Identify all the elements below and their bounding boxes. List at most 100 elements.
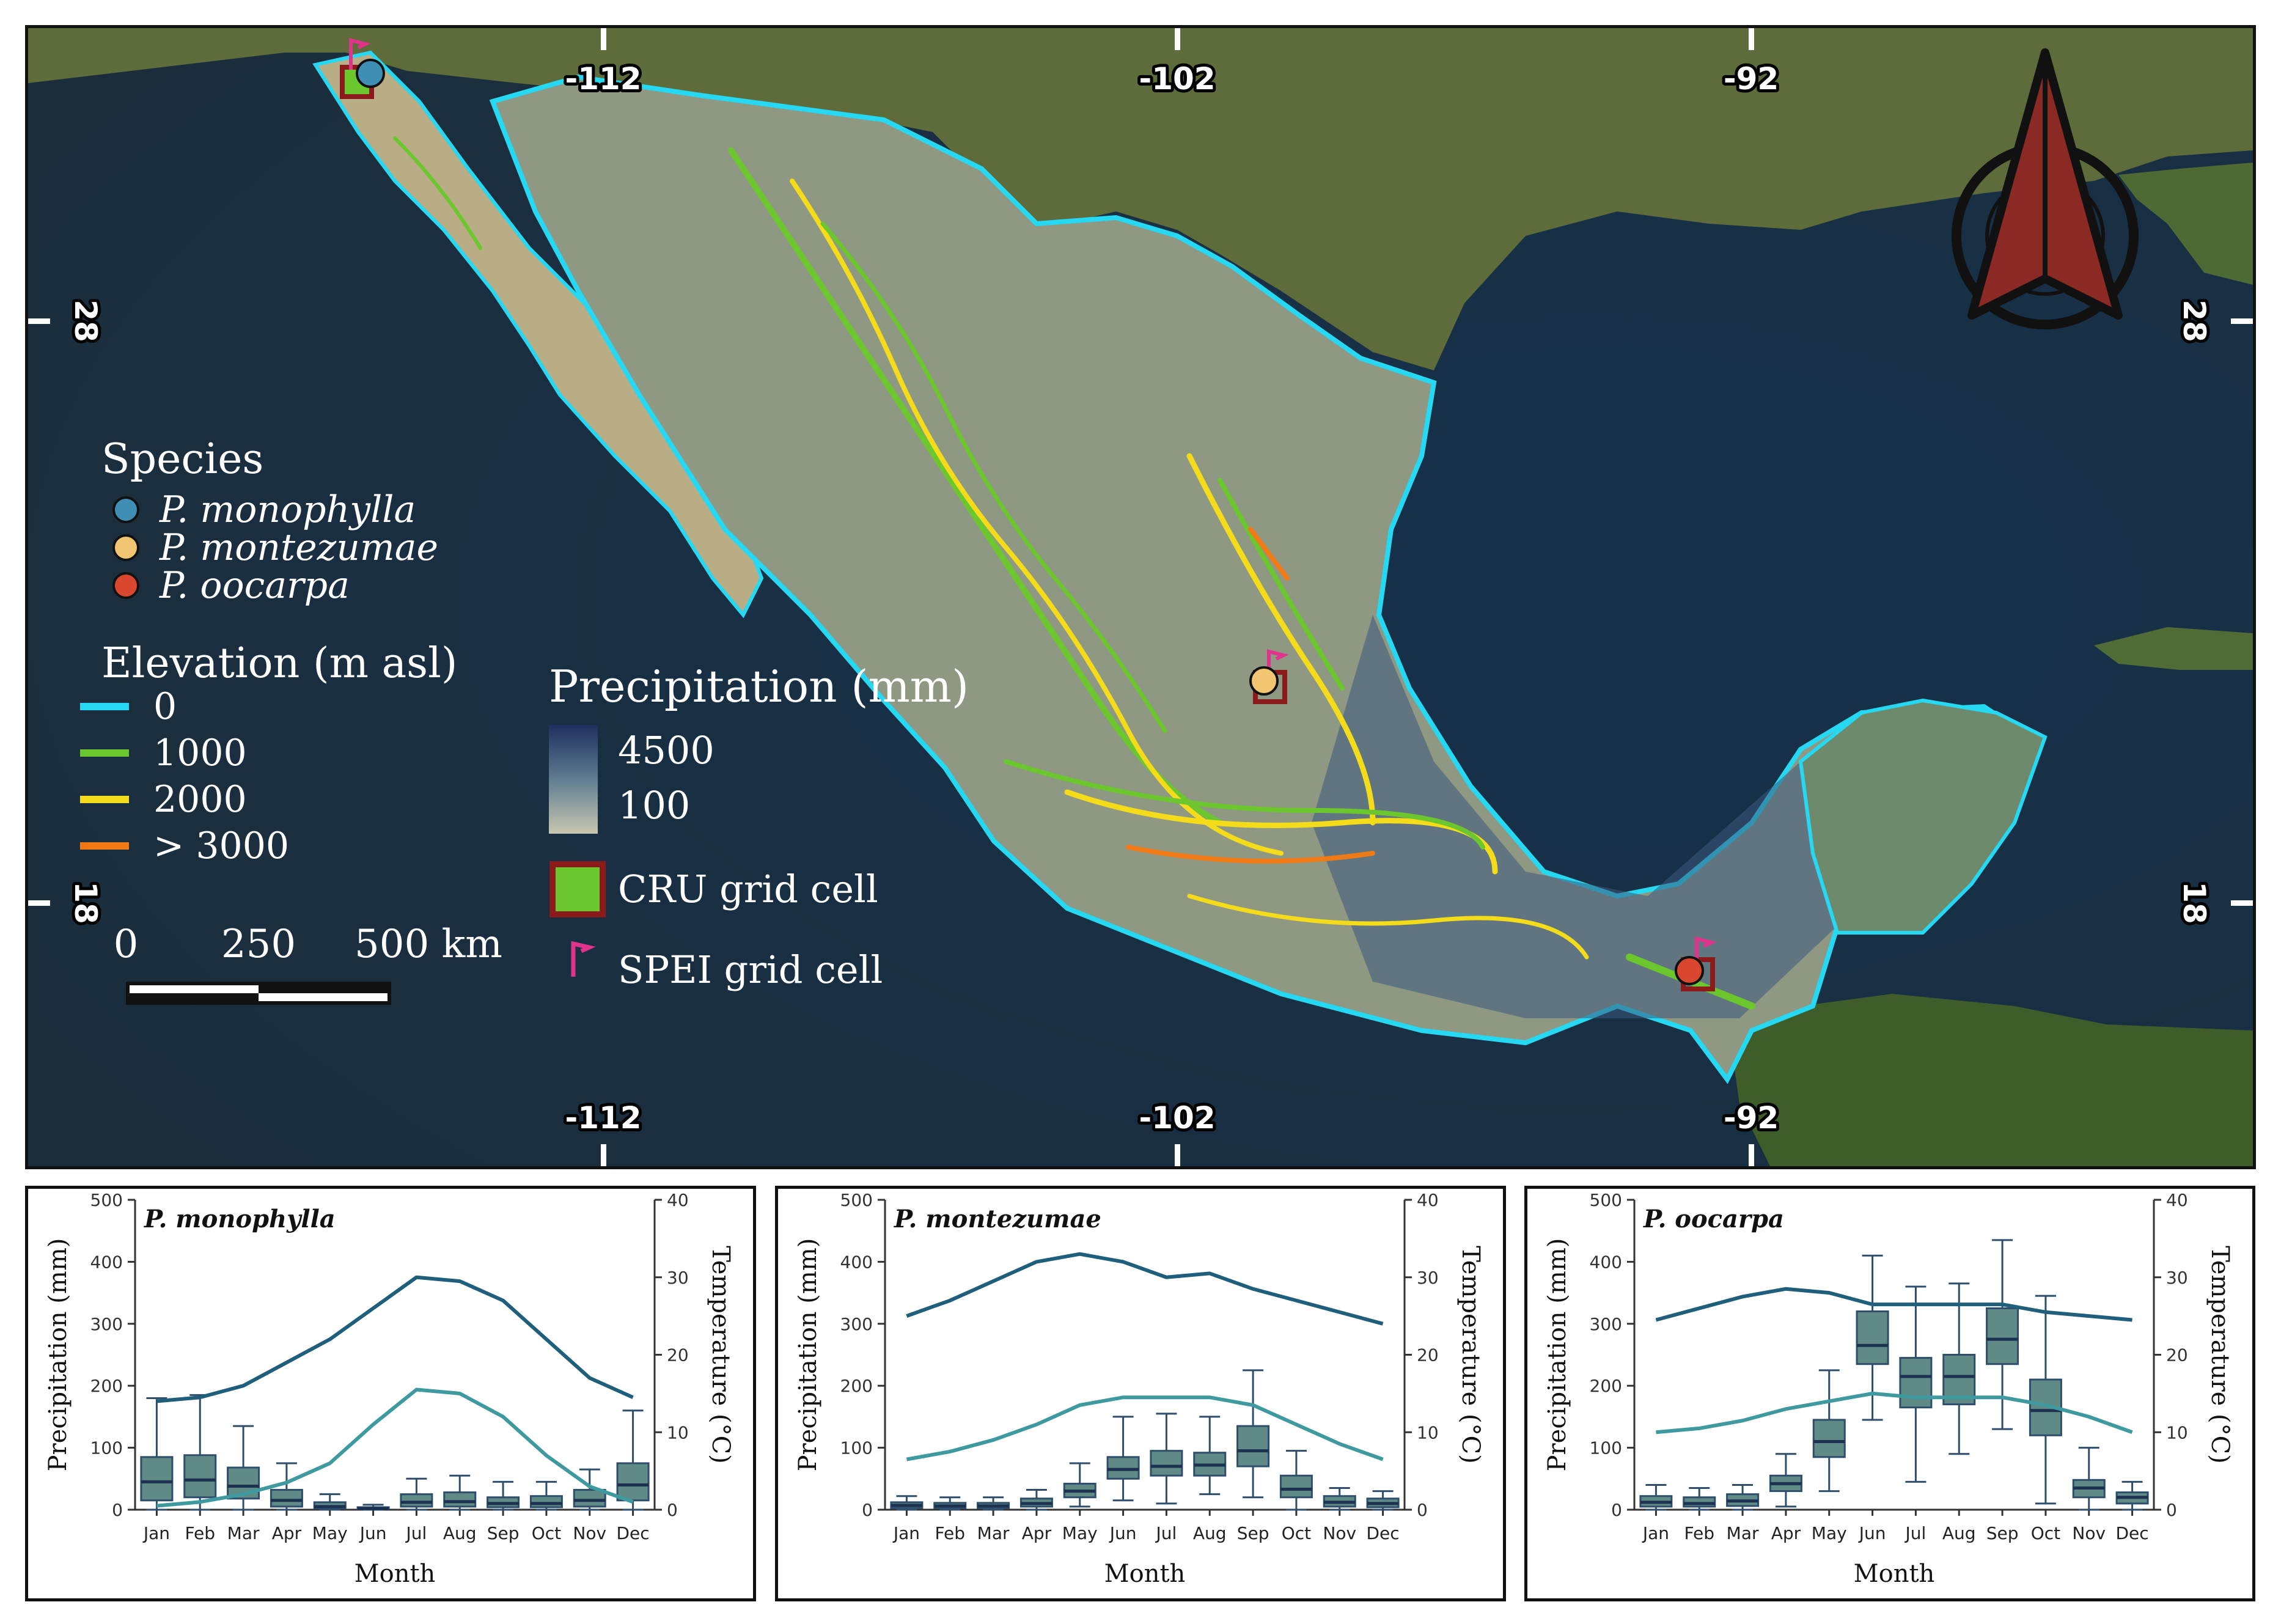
y-tick-label: 200 — [840, 1376, 873, 1396]
scale-label-0: 0 — [114, 922, 139, 967]
chart-panel-oocarpa: 0 100 200 300 400 500 0 10 20 30 40 Jan Feb Mar Apr May… — [1524, 1186, 2255, 1601]
x-tick-label-jun: Jun — [359, 1523, 387, 1543]
species-legend-title: Species — [101, 435, 263, 483]
y-tick-label: 100 — [90, 1438, 123, 1458]
cru-swatch — [549, 861, 606, 917]
y2-axis-label: Temperature (°C) — [2206, 1246, 2234, 1464]
coord-right-1: 28 — [2176, 299, 2212, 342]
x-tick-label-jan: Jan — [892, 1523, 920, 1543]
y-tick-label: 400 — [1590, 1252, 1622, 1272]
coord-right-2: 18 — [2176, 881, 2212, 924]
x-tick-label-aug: Aug — [1942, 1523, 1976, 1543]
y-tick-label: 0 — [862, 1500, 873, 1520]
box-oct — [529, 1495, 563, 1508]
north-arrow-icon — [1952, 48, 2139, 329]
x-tick-label-mar: Mar — [1727, 1523, 1759, 1543]
x-tick-label-nov: Nov — [573, 1523, 606, 1543]
x-tick-label-jan: Jan — [1642, 1523, 1669, 1543]
y-tick-label: 300 — [1590, 1314, 1622, 1334]
box-jul — [400, 1493, 433, 1508]
x-tick-label-sep: Sep — [487, 1523, 520, 1543]
y-axis-label: Precipitation (mm) — [794, 1238, 822, 1472]
coord-bottom-3: -92 — [1724, 1100, 1779, 1136]
y2-tick-label: 10 — [1417, 1422, 1439, 1442]
y-tick-label: 100 — [840, 1438, 873, 1458]
central-america-land — [1727, 994, 2253, 1166]
box-jun — [1856, 1310, 1889, 1365]
x-tick-label-apr: Apr — [272, 1523, 302, 1543]
y-tick-label: 400 — [840, 1252, 873, 1272]
y2-tick-label: 30 — [667, 1268, 689, 1288]
elevation-legend-title: Elevation (m asl) — [101, 639, 457, 688]
x-tick-label-mar: Mar — [227, 1523, 260, 1543]
y2-tick-label: 10 — [2166, 1422, 2188, 1442]
species-dot-montezumae — [112, 534, 139, 561]
cru-label: CRU grid cell — [618, 867, 878, 911]
y-axis-label: Precipitation (mm) — [1543, 1238, 1571, 1472]
site-montezumae — [1249, 649, 1289, 704]
box-nov — [573, 1489, 606, 1508]
chart-panel-montezumae: 0 100 200 300 400 500 0 10 20 30 40 Jan Feb Mar Apr May… — [775, 1186, 1506, 1601]
x-axis-label: Month — [1854, 1560, 1935, 1588]
chart-title: P. montezumae — [894, 1205, 1101, 1233]
elev-label-2000: 2000 — [153, 778, 247, 821]
chart-oocarpa: 0 100 200 300 400 500 0 10 20 30 40 Jan Feb Mar Apr May… — [1543, 1190, 2234, 1588]
x-tick-label-apr: Apr — [1022, 1523, 1052, 1543]
y2-tick-label: 40 — [667, 1190, 689, 1210]
scale-bar — [126, 982, 391, 1005]
site-monophylla — [340, 38, 385, 99]
coord-top-2: -102 — [1139, 61, 1215, 97]
box-jul — [1899, 1357, 1933, 1409]
species-label-monophylla: P. monophylla — [159, 488, 416, 531]
y2-tick-label: 20 — [1417, 1345, 1439, 1365]
elev-swatch-2000 — [80, 796, 129, 803]
y2-tick-label: 0 — [2166, 1500, 2177, 1520]
x-tick-label-oct: Oct — [2031, 1523, 2060, 1543]
x-tick-label-feb: Feb — [935, 1523, 965, 1543]
species-dot-oocarpa — [112, 572, 139, 599]
x-tick-label-mar: Mar — [977, 1523, 1010, 1543]
x-tick-label-feb: Feb — [185, 1523, 215, 1543]
temp-min-line — [1656, 1391, 2133, 1435]
x-axis-label: Month — [354, 1560, 436, 1588]
precip-legend-title: Precipitation (mm) — [549, 661, 969, 712]
box-jul — [1150, 1450, 1183, 1477]
x-tick-label-jun: Jun — [1109, 1523, 1137, 1543]
y2-tick-label: 10 — [667, 1422, 689, 1442]
y2-tick-label: 0 — [667, 1500, 678, 1520]
elev-label-0: 0 — [153, 685, 177, 728]
site-oocarpa — [1675, 936, 1717, 991]
y2-tick-label: 0 — [1417, 1500, 1428, 1520]
elev-label-3000: > 3000 — [153, 825, 289, 867]
y-tick-label: 100 — [1590, 1438, 1622, 1458]
cuba-land — [2094, 627, 2253, 670]
elev-label-1000: 1000 — [153, 732, 247, 774]
box-dec — [616, 1462, 650, 1502]
elevation-contours — [393, 136, 1755, 1010]
x-tick-label-dec: Dec — [1366, 1523, 1399, 1543]
y-tick-label: 400 — [90, 1252, 123, 1272]
species-label-montezumae: P. montezumae — [159, 526, 438, 569]
x-tick-label-nov: Nov — [2072, 1523, 2106, 1543]
precip-max-label: 4500 — [618, 728, 714, 773]
chart-monophylla: 0 100 200 300 400 500 0 10 20 30 40 Jan Feb Mar Apr May… — [44, 1190, 735, 1588]
y-tick-label: 0 — [1611, 1500, 1622, 1520]
chart-title: P. oocarpa — [1643, 1205, 1784, 1233]
box-may — [1812, 1419, 1846, 1458]
x-tick-label-dec: Dec — [2115, 1523, 2148, 1543]
chart-montezumae: 0 100 200 300 400 500 0 10 20 30 40 Jan Feb Mar Apr May… — [794, 1190, 1485, 1588]
box-jan — [140, 1456, 174, 1502]
y-axis-label: Precipitation (mm) — [44, 1238, 72, 1472]
temp-min-line — [906, 1395, 1384, 1461]
box-feb — [1683, 1496, 1716, 1508]
y2-tick-label: 30 — [2166, 1268, 2188, 1288]
y2-axis-label: Temperature (°C) — [707, 1246, 735, 1464]
y-tick-label: 500 — [90, 1190, 123, 1210]
baja-peninsula — [312, 50, 764, 619]
coord-left-1: 28 — [68, 299, 103, 342]
x-axis-label: Month — [1104, 1560, 1186, 1588]
elev-swatch-0 — [80, 703, 129, 710]
y2-axis-label: Temperature (°C) — [1456, 1246, 1485, 1464]
temp-min-line — [156, 1387, 634, 1508]
coord-top-1: -112 — [565, 61, 641, 97]
